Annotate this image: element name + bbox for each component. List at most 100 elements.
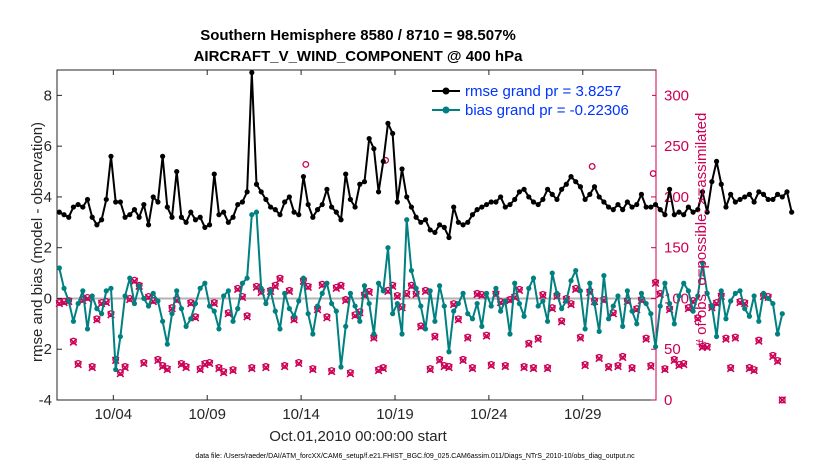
obs-assimilated-marker — [416, 323, 425, 331]
bias-point — [371, 331, 377, 337]
bias-point — [554, 290, 560, 296]
rmse-point — [728, 191, 734, 197]
rmse-point — [296, 212, 302, 218]
obs-possible-marker — [445, 363, 453, 370]
bias-point — [192, 300, 199, 307]
rmse-point — [483, 201, 490, 208]
bias-point — [587, 280, 593, 286]
bias-point — [455, 300, 461, 307]
rmse-point — [643, 204, 649, 210]
rmse-point — [343, 171, 349, 177]
rmse-point — [221, 209, 227, 215]
obs-possible-marker — [417, 322, 425, 330]
bias-point — [479, 323, 485, 329]
rmse-point — [563, 181, 569, 187]
rmse-point — [206, 222, 213, 228]
obs-possible-marker — [302, 160, 310, 168]
obs-assimilated-marker — [55, 299, 64, 308]
bias-point — [343, 323, 349, 329]
bias-point — [108, 285, 114, 291]
rmse-point — [197, 214, 203, 220]
rmse-point — [774, 191, 781, 197]
obs-assimilated-marker — [370, 334, 378, 342]
rmse-point — [554, 196, 560, 203]
bias-point — [568, 278, 574, 284]
bias-point — [427, 288, 433, 294]
obs-possible-marker — [534, 334, 542, 342]
bias-point — [648, 311, 654, 317]
obs-possible-marker — [426, 365, 434, 372]
obs-assimilated-marker — [262, 363, 270, 372]
bias-point — [474, 300, 480, 307]
obs-assimilated-marker — [341, 296, 350, 305]
rmse-point — [746, 191, 753, 197]
bias-point — [610, 303, 616, 309]
bias-point — [366, 300, 372, 307]
obs-possible-marker — [539, 290, 547, 298]
obs-assimilated-marker — [731, 334, 740, 342]
rmse-point — [169, 214, 175, 220]
obs-possible-marker — [642, 334, 650, 342]
rmse-point — [441, 224, 447, 230]
obs-assimilated-marker — [144, 293, 153, 302]
bias-point — [235, 306, 241, 312]
rmse-point — [136, 214, 142, 220]
bias-point — [324, 280, 330, 286]
rmse-point — [305, 201, 311, 208]
bias-point — [559, 306, 565, 312]
bias-point — [145, 303, 152, 309]
obs-assimilated-marker — [524, 340, 533, 349]
legend-bias-label: bias grand pr = -0.22306 — [465, 102, 629, 119]
rmse-point — [540, 196, 546, 203]
bias-point — [671, 321, 677, 327]
rmse-point — [333, 209, 339, 215]
bias-point — [685, 288, 691, 294]
obs-assimilated-marker — [482, 332, 491, 340]
bias-point — [493, 285, 499, 291]
rmse-point — [277, 212, 283, 218]
rmse-point — [103, 196, 109, 203]
y2-tick-label: 300 — [664, 87, 689, 104]
x-axis-label: Oct.01,2010 00:00:00 start — [269, 428, 447, 445]
bias-point — [338, 364, 344, 370]
obs-possible-marker — [295, 358, 303, 366]
rmse-point — [436, 222, 443, 228]
obs-possible-marker — [407, 281, 415, 289]
obs-assimilated-marker — [182, 363, 190, 372]
obs-assimilated-marker — [177, 360, 186, 369]
rmse-point — [723, 204, 729, 210]
rmse-point — [202, 224, 208, 230]
bias-point — [512, 280, 518, 286]
bias-point — [305, 311, 311, 317]
obs-assimilated-marker — [393, 292, 402, 301]
bias-point — [620, 323, 626, 329]
bias-point — [756, 318, 762, 324]
bias-point — [56, 265, 62, 271]
rmse-point — [760, 191, 767, 197]
bias-point — [282, 290, 288, 296]
chart-subtitle: AIRCRAFT_V_WIND_COMPONENT @ 400 hPa — [194, 48, 524, 65]
bias-point — [605, 316, 612, 322]
rmse-point — [638, 191, 645, 197]
bias-point — [258, 285, 264, 291]
y2-tick-label: 50 — [664, 341, 681, 358]
rmse-point — [530, 199, 537, 205]
obs-possible-marker — [248, 364, 256, 371]
bias-point — [136, 283, 142, 289]
rmse-point — [361, 179, 368, 185]
bias-point — [488, 303, 494, 309]
obs-assimilated-marker — [539, 291, 547, 300]
bias-point — [516, 300, 522, 307]
obs-possible-marker — [285, 286, 293, 294]
obs-assimilated-marker — [769, 352, 777, 361]
data-file-footer: data file: /Users/raeder/DAI/ATM_forcXX/… — [195, 453, 635, 460]
bias-point — [178, 306, 185, 312]
obs-assimilated-marker — [557, 317, 566, 326]
rmse-point — [521, 186, 527, 192]
obs-assimilated-marker — [229, 366, 237, 375]
obs-possible-marker — [647, 362, 655, 369]
rmse-point — [657, 207, 663, 213]
bias-point — [681, 280, 687, 286]
x-tick-label: 10/04 — [95, 406, 133, 423]
